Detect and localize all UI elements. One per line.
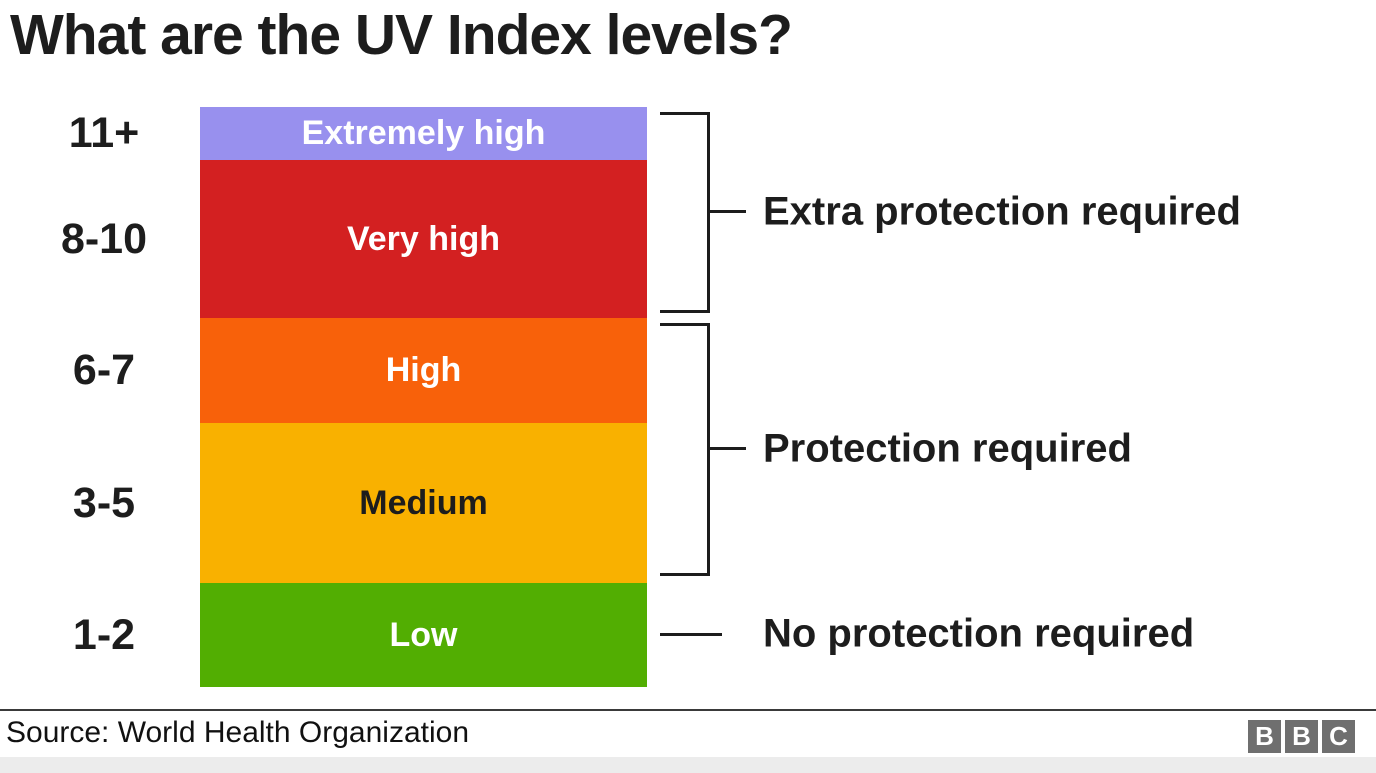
band-label: Low [389, 615, 458, 654]
bbc-logo-block: B [1248, 720, 1281, 753]
uv-range-label-11plus: 11+ [68, 109, 140, 157]
bbc-logo: B B C [1248, 720, 1355, 753]
bbc-logo-block: B [1285, 720, 1318, 753]
annotation-protection: Protection required [763, 426, 1132, 471]
annotation-no-protection: No protection required [763, 611, 1195, 656]
connector-line-no-protection [660, 633, 722, 636]
uv-band-very-high: Very high [200, 160, 647, 318]
uv-range-label-8-10: 8-10 [60, 214, 148, 263]
uv-band-low: Low [200, 583, 647, 687]
bracket-protection [660, 323, 710, 576]
band-label: Very high [346, 219, 501, 258]
bracket-tick [707, 210, 746, 213]
uv-band-extremely-high: Extremely high [200, 107, 647, 160]
bottom-strip [0, 757, 1376, 773]
bbc-logo-block: C [1322, 720, 1355, 753]
uv-band-high: High [200, 318, 647, 423]
uv-range-label-3-5: 3-5 [72, 478, 136, 527]
uv-band-medium: Medium [200, 423, 647, 583]
annotation-extra-protection: Extra protection required [763, 189, 1241, 234]
bracket-extra-protection [660, 112, 710, 313]
bracket-tick [707, 447, 746, 450]
page-title: What are the UV Index levels? [10, 3, 793, 67]
uv-range-label-1-2: 1-2 [72, 610, 136, 659]
uv-range-label-6-7: 6-7 [72, 346, 136, 394]
band-label: Extremely high [301, 114, 546, 152]
source-attribution: Source: World Health Organization [6, 716, 470, 749]
band-label: High [385, 351, 462, 389]
band-label: Medium [359, 483, 488, 522]
footer-divider [0, 709, 1376, 711]
